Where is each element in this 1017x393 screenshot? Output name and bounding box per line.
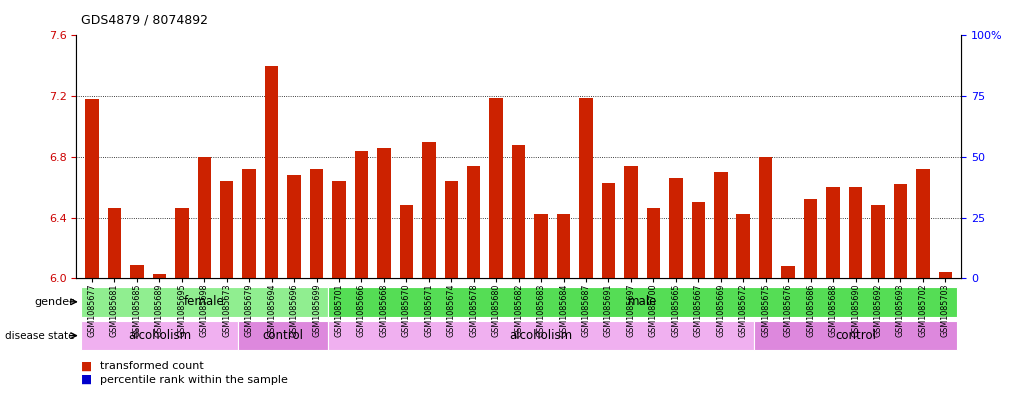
Point bbox=[645, 137, 661, 143]
Bar bbox=[512, 145, 526, 278]
Point bbox=[511, 117, 527, 123]
Point bbox=[780, 134, 796, 141]
Point bbox=[241, 110, 257, 116]
Point bbox=[870, 119, 886, 126]
Bar bbox=[80, 287, 327, 317]
Text: control: control bbox=[262, 329, 303, 342]
Point bbox=[331, 100, 347, 107]
Text: gender: gender bbox=[35, 297, 74, 307]
Bar bbox=[714, 172, 727, 278]
Text: male: male bbox=[627, 295, 657, 309]
Bar bbox=[80, 321, 238, 351]
Bar bbox=[85, 99, 99, 278]
Point bbox=[129, 112, 145, 119]
Point bbox=[376, 105, 393, 111]
Point bbox=[533, 139, 549, 145]
Point bbox=[286, 117, 302, 123]
Point bbox=[847, 115, 863, 121]
Text: ■: ■ bbox=[81, 360, 93, 373]
Text: transformed count: transformed count bbox=[100, 361, 203, 371]
Point bbox=[443, 110, 460, 116]
Point bbox=[83, 90, 100, 97]
Bar bbox=[489, 97, 503, 278]
Bar bbox=[242, 169, 256, 278]
Point bbox=[555, 134, 572, 141]
Bar bbox=[647, 208, 660, 278]
Point bbox=[892, 115, 908, 121]
Bar bbox=[755, 321, 957, 351]
Bar bbox=[220, 181, 234, 278]
Bar bbox=[327, 321, 755, 351]
Bar bbox=[327, 287, 957, 317]
Bar bbox=[692, 202, 705, 278]
Text: alcoholism: alcoholism bbox=[128, 329, 191, 342]
Point bbox=[399, 117, 415, 123]
Bar bbox=[108, 208, 121, 278]
Bar bbox=[557, 215, 571, 278]
Bar bbox=[939, 272, 952, 278]
Bar bbox=[894, 184, 907, 278]
Bar bbox=[333, 181, 346, 278]
Point bbox=[219, 110, 235, 116]
Text: female: female bbox=[184, 295, 225, 309]
Point bbox=[600, 105, 616, 111]
Point bbox=[174, 112, 190, 119]
Bar bbox=[444, 181, 458, 278]
Point bbox=[152, 125, 168, 131]
Text: control: control bbox=[835, 329, 876, 342]
Bar bbox=[377, 148, 391, 278]
Bar bbox=[803, 199, 818, 278]
Text: alcoholism: alcoholism bbox=[510, 329, 573, 342]
Point bbox=[914, 100, 931, 107]
Bar bbox=[781, 266, 795, 278]
Bar bbox=[736, 215, 750, 278]
Point bbox=[488, 88, 504, 94]
Text: percentile rank within the sample: percentile rank within the sample bbox=[100, 375, 288, 385]
Point bbox=[713, 119, 729, 126]
Bar bbox=[264, 66, 279, 278]
Point bbox=[466, 110, 482, 116]
Bar bbox=[197, 157, 211, 278]
Bar bbox=[602, 183, 615, 278]
Bar bbox=[759, 157, 773, 278]
Point bbox=[668, 115, 684, 121]
Point bbox=[938, 149, 954, 155]
Point bbox=[196, 105, 213, 111]
Bar bbox=[175, 208, 188, 278]
Bar bbox=[400, 206, 413, 278]
Point bbox=[758, 100, 774, 107]
Point bbox=[825, 115, 841, 121]
Point bbox=[622, 117, 639, 123]
Point bbox=[802, 119, 819, 126]
Bar bbox=[580, 97, 593, 278]
Point bbox=[735, 117, 752, 123]
Bar bbox=[355, 151, 368, 278]
Text: ■: ■ bbox=[81, 373, 93, 386]
Bar bbox=[916, 169, 930, 278]
Bar bbox=[849, 187, 862, 278]
Bar bbox=[153, 274, 166, 278]
Bar bbox=[624, 166, 638, 278]
Bar bbox=[422, 141, 435, 278]
Bar bbox=[669, 178, 682, 278]
Bar bbox=[467, 166, 480, 278]
Point bbox=[578, 88, 594, 94]
Bar bbox=[534, 215, 548, 278]
Point bbox=[308, 110, 324, 116]
Point bbox=[353, 110, 369, 116]
Bar bbox=[238, 321, 327, 351]
Bar bbox=[310, 169, 323, 278]
Point bbox=[107, 117, 123, 123]
Point bbox=[421, 105, 437, 111]
Point bbox=[691, 129, 707, 136]
Point bbox=[263, 90, 280, 97]
Bar bbox=[827, 187, 840, 278]
Text: GDS4879 / 8074892: GDS4879 / 8074892 bbox=[81, 14, 208, 27]
Bar bbox=[288, 175, 301, 278]
Bar bbox=[130, 264, 143, 278]
Bar bbox=[872, 206, 885, 278]
Text: disease state: disease state bbox=[4, 331, 74, 341]
